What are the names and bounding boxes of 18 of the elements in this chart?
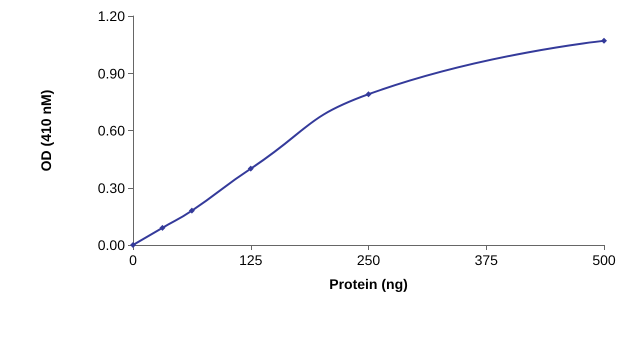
point bbox=[366, 91, 372, 98]
x-tick-label: 500 bbox=[592, 252, 616, 268]
x-tick-label: 250 bbox=[356, 252, 380, 268]
point bbox=[188, 208, 195, 214]
y-tick-label: 0.90 bbox=[98, 65, 126, 82]
y-tick-label: 1.20 bbox=[98, 8, 126, 24]
point bbox=[601, 38, 607, 44]
x-axis-title: Protein (ng) bbox=[329, 276, 408, 292]
point bbox=[248, 166, 254, 172]
y-tick-label: 0.30 bbox=[98, 180, 126, 196]
y-axis-title: OD (410 nM) bbox=[38, 90, 54, 172]
y-tick-label: 0.60 bbox=[98, 122, 126, 138]
x-tick-label: 125 bbox=[239, 252, 263, 268]
x-tick-label: 375 bbox=[474, 252, 498, 268]
point bbox=[130, 242, 136, 248]
x-tick-label: 0 bbox=[129, 252, 138, 268]
y-tick-label: 0.00 bbox=[98, 237, 126, 253]
point bbox=[159, 224, 166, 231]
